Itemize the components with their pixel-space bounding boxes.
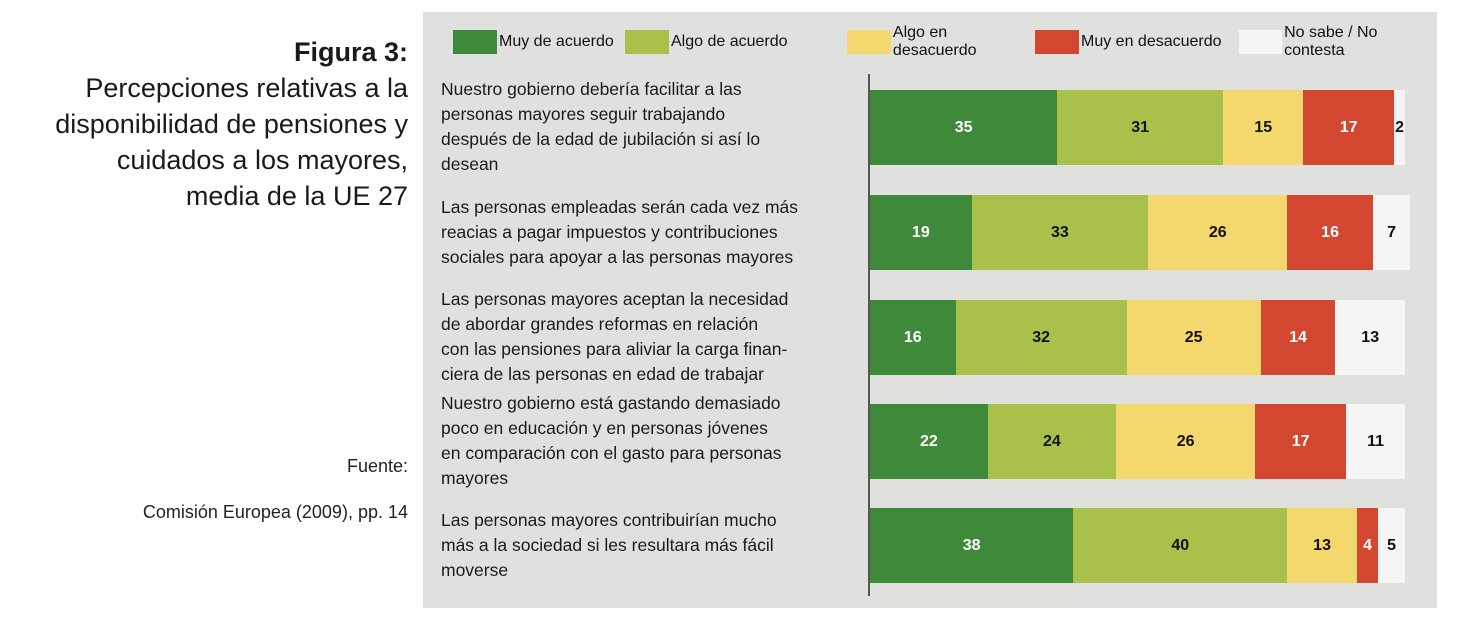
bar-segment-algo-en-desacuerdo: 26 (1116, 404, 1256, 479)
legend-label: Muy de acuerdo (499, 33, 614, 50)
title-line: disponibilidad de pensiones y (55, 109, 408, 139)
bar-segment-muy-en-desacuerdo: 17 (1255, 404, 1347, 479)
category-label-line: Nuestro gobierno debería facilitar a las (441, 79, 742, 99)
bar-segment-muy-en-desacuerdo: 16 (1287, 195, 1373, 270)
bar-segment-no-sabe-no-contesta: 5 (1378, 508, 1405, 583)
category-label-line: Las personas mayores aceptan la necesida… (441, 289, 789, 309)
bar-segment-muy-de-acuerdo: 16 (870, 300, 956, 375)
category-label-line: reacias a pagar impuestos y contribucion… (441, 221, 778, 242)
category-label-line: de abordar grandes reformas en relación (441, 314, 759, 334)
legend-swatch (625, 30, 669, 54)
bar-segment-no-sabe-no-contesta: 11 (1346, 404, 1405, 479)
stacked-bar: 35 31 15 17 2 (870, 90, 1405, 165)
bar-segment-algo-de-acuerdo: 32 (955, 300, 1127, 375)
bar-segment-algo-en-desacuerdo: 15 (1223, 90, 1304, 165)
stacked-bar: 16 32 25 14 13 (870, 300, 1405, 375)
legend-item: Muy en desacuerdo (1035, 24, 1239, 60)
category-label-line: Las personas empleadas serán cada vez má… (441, 196, 799, 217)
bar-segment-algo-de-acuerdo: 40 (1073, 508, 1288, 583)
category-label-line: con las pensiones para aliviar la carga … (441, 339, 788, 359)
legend-item: Algo de acuerdo (625, 24, 847, 60)
figure-label: Figura 3: (293, 37, 408, 67)
legend-item: Algo en desacuerdo (847, 24, 1035, 60)
legend-label: Algo en desacuerdo (892, 24, 977, 59)
bar-segment-algo-en-desacuerdo: 26 (1148, 195, 1288, 270)
source-text: Comisión Europea (2009), pp. 14 (142, 502, 408, 522)
category-label-line: más a la sociedad si les resultara más f… (441, 534, 774, 555)
bar-segment-muy-de-acuerdo: 35 (870, 90, 1058, 165)
bar-segment-muy-en-desacuerdo: 17 (1303, 90, 1395, 165)
legend-item: Muy de acuerdo (453, 24, 625, 60)
category-label-line: mayores (441, 468, 509, 488)
bar-segment-algo-de-acuerdo: 24 (987, 404, 1117, 479)
bar-segment-muy-de-acuerdo: 38 (870, 508, 1074, 583)
legend-swatch (847, 30, 891, 54)
stacked-bar: 22 24 26 17 11 (870, 404, 1405, 479)
bar-segment-algo-en-desacuerdo: 25 (1126, 300, 1261, 375)
legend-label: No sabe / No contesta (1284, 24, 1378, 59)
category-label: Las personas mayores contribuirían mucho… (441, 508, 861, 583)
title-line: media de la UE 27 (185, 181, 408, 211)
category-label: Nuestro gobierno debería facilitar a las… (441, 77, 861, 177)
category-label-line: en comparación con el gasto para persona… (441, 443, 782, 463)
category-label-line: después de la edad de jubilación si así … (441, 129, 761, 149)
figure-heading: Figura 3: Percepciones relativas a la dis… (55, 34, 408, 214)
bar-segment-algo-de-acuerdo: 31 (1057, 90, 1224, 165)
legend-label: Muy en desacuerdo (1081, 33, 1222, 50)
legend-label: Algo de acuerdo (671, 33, 788, 50)
legend-swatch (1239, 30, 1283, 54)
source-label: Fuente: (346, 456, 408, 476)
category-label-line: ciera de las personas en edad de trabaja… (441, 364, 764, 384)
legend-swatch (1035, 30, 1079, 54)
bar-segment-muy-de-acuerdo: 22 (870, 404, 988, 479)
bar-segment-no-sabe-no-contesta: 13 (1335, 300, 1405, 375)
bar-segment-algo-de-acuerdo: 33 (971, 195, 1149, 270)
legend: Muy de acuerdo Algo de acuerdo Algo en des… (453, 24, 1439, 60)
category-label: Las personas empleadas serán cada vez má… (441, 195, 861, 270)
stacked-bar: 38 40 13 4 5 (870, 508, 1405, 583)
bar-segment-muy-en-desacuerdo: 14 (1260, 300, 1336, 375)
category-label-line: sociales para apoyar a las personas mayo… (441, 246, 794, 267)
category-label-line: Nuestro gobierno está gastando demasiado (441, 393, 781, 413)
bar-segment-no-sabe-no-contesta: 7 (1372, 195, 1411, 270)
title-line: Percepciones relativas a la (85, 73, 408, 103)
category-label: Las personas mayores aceptan la necesida… (441, 287, 861, 387)
bar-segment-no-sabe-no-contesta: 2 (1394, 90, 1405, 165)
category-label-line: poco en educación y en personas jóvenes (441, 418, 768, 438)
category-label-line: moverse (441, 559, 509, 580)
bar-segment-muy-en-desacuerdo: 4 (1356, 508, 1379, 583)
bar-segment-algo-en-desacuerdo: 13 (1287, 508, 1357, 583)
chart-panel: Muy de acuerdo Algo de acuerdo Algo en des… (423, 12, 1437, 608)
legend-swatch (453, 30, 497, 54)
category-label-line: desean (441, 154, 499, 174)
y-axis-line (868, 74, 870, 596)
bar-segment-muy-de-acuerdo: 19 (870, 195, 972, 270)
title-line: cuidados a los mayores, (116, 145, 408, 175)
category-label-line: personas mayores seguir trabajando (441, 104, 726, 124)
category-label: Nuestro gobierno está gastando demasiado… (441, 391, 861, 491)
category-label-line: Las personas mayores contribuirían mucho (441, 509, 777, 530)
figure-title: Percepciones relativas a la disponibilida… (55, 70, 408, 214)
stacked-bar: 19 33 26 16 7 (870, 195, 1411, 270)
legend-item: No sabe / No contesta (1239, 24, 1439, 60)
